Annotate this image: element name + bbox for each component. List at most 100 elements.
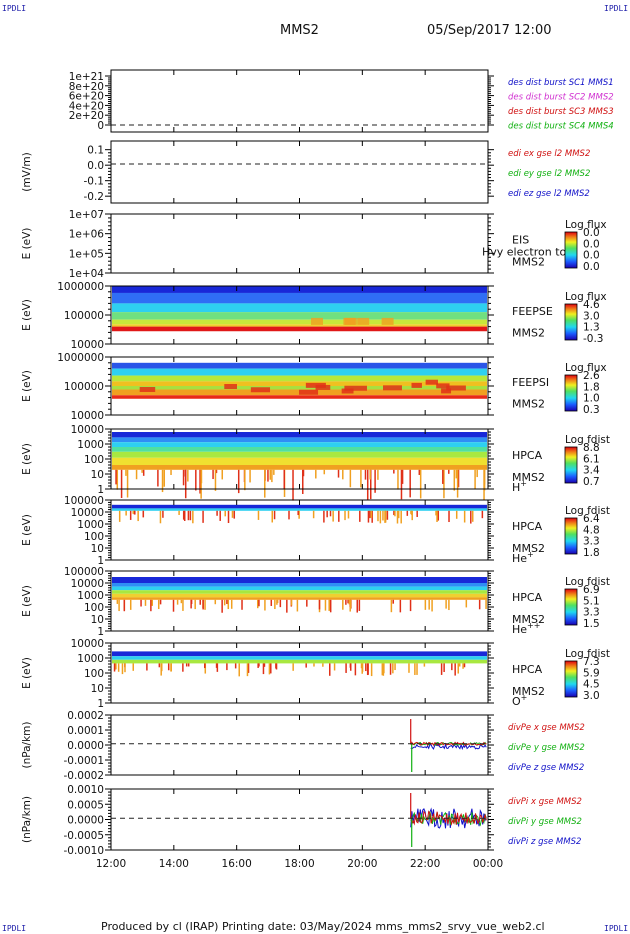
spectrogram-speckle	[194, 599, 196, 610]
colorbar-value: 3.3	[583, 607, 600, 619]
spectrogram-speckle	[190, 599, 193, 604]
spectrogram-speckle	[360, 469, 362, 488]
spectrogram-speckle	[227, 510, 230, 524]
spectrogram-speckle	[366, 469, 369, 500]
spectrogram-speckle	[241, 599, 243, 610]
colorbar-value: 0.0	[583, 261, 600, 273]
spectrogram-band	[112, 504, 487, 509]
spectrogram-speckle	[454, 663, 456, 676]
spectrogram-speckle	[451, 663, 453, 671]
spectrogram-speckle	[478, 599, 481, 610]
spectrogram-speckle	[443, 663, 445, 672]
colorbar-value: 4.6	[583, 299, 600, 311]
spectrogram-speckle	[237, 469, 240, 494]
spectrogram-speckle	[390, 599, 393, 613]
panel-divpi: 0.0010 0.0005 0.0000 -0.0005 -0.0010 (nPa/km)…	[21, 784, 582, 857]
footer-credit: Produced by cl (IRAP) Printing date: 03/…	[101, 920, 545, 933]
side-label: FEEPSI	[512, 376, 549, 389]
spectrogram-hotspot	[344, 385, 367, 391]
spectrogram-speckle	[465, 599, 468, 608]
spectrogram-band	[112, 590, 487, 594]
y-tick-label: 4e+20	[69, 100, 104, 112]
spectrogram-hotspot	[357, 317, 370, 325]
spectrogram-hotspot	[425, 379, 438, 385]
spectrogram-speckle	[365, 663, 367, 672]
spectrogram-speckle	[132, 663, 134, 671]
y-tick-label: 10000	[71, 507, 104, 519]
spectrogram-hotspot	[341, 388, 354, 394]
y-tick-label: 1	[97, 484, 104, 496]
spectrogram-speckle	[455, 469, 458, 479]
y-tick-label: 100000	[64, 495, 104, 507]
spectrogram-speckle	[428, 599, 430, 610]
colorbar-title: Log fdist	[565, 434, 610, 446]
spectrogram-speckle	[424, 599, 427, 610]
y-tick-label: 0.0000	[67, 740, 104, 752]
spectrogram-speckle	[230, 599, 233, 609]
spectrogram-speckle	[116, 469, 119, 490]
spectrogram-speckle	[392, 663, 394, 674]
spectrogram-speckle	[437, 510, 440, 521]
y-tick-label: 1000000	[57, 281, 104, 293]
spectrogram-speckle	[184, 469, 187, 477]
spectrogram-band	[112, 292, 487, 304]
spectrogram-speckle	[455, 510, 458, 519]
side-label-superscript: +	[527, 550, 534, 559]
spectrogram-band	[112, 386, 487, 390]
colorbar-value: 0.3	[583, 404, 600, 416]
colorbar-value: 5.1	[583, 595, 600, 607]
spectrogram-band	[112, 312, 487, 320]
y-axis-label: (mV/m)	[21, 152, 33, 191]
spectrogram-speckle	[366, 663, 369, 676]
y-axis-label: E (eV)	[21, 370, 33, 402]
spectrogram-speckle	[456, 469, 459, 498]
y-tick-label: 0.0	[87, 160, 104, 172]
spectrogram-speckle	[411, 510, 413, 521]
spectrogram-speckle	[377, 469, 379, 480]
spectrogram-speckle	[269, 469, 272, 480]
legend-entry: edi ex gse l2 MMS2	[508, 149, 590, 159]
colorbar-value: -0.3	[583, 333, 604, 345]
spectrogram-speckle	[257, 510, 260, 520]
colorbar-value: 0.0	[583, 227, 600, 239]
spectrogram-speckle	[214, 469, 217, 491]
colorbar	[564, 303, 578, 341]
spectrogram-speckle	[442, 469, 444, 484]
spectrogram-hotspot	[224, 384, 237, 390]
panel-feepsi: 1000000 100000 10000 E (eV) FEEPSI MMS2 Log fl…	[21, 352, 607, 422]
colorbar-title: Log flux	[565, 291, 607, 303]
colorbar-value: 7.3	[583, 656, 600, 668]
spectrogram-speckle	[182, 599, 184, 611]
spectrogram-speckle	[410, 510, 412, 514]
spectrogram-speckle	[170, 663, 172, 672]
spectrogram-speckle	[342, 599, 344, 610]
colorbar-title: Log flux	[565, 362, 607, 374]
time-axis: 12:00 14:00 16:00 18:00 20:00 22:00 00:00	[96, 70, 503, 870]
spectrogram-speckle	[190, 599, 192, 609]
colorbar-value: 1.3	[583, 322, 600, 334]
spectrogram-speckle	[440, 663, 443, 675]
spectrogram-speckle	[369, 469, 372, 500]
spectrogram-speckle	[118, 510, 121, 522]
legend-entry: divPi y gse MMS2	[508, 817, 582, 827]
side-label: EIS	[512, 234, 529, 247]
colorbar-value: 6.1	[583, 453, 600, 465]
spectrogram-speckle	[120, 469, 123, 499]
spectrogram-speckle	[212, 469, 214, 480]
legend-entry: des dist burst SC1 MMS1	[508, 78, 614, 88]
spectrogram-speckle	[270, 599, 273, 606]
spectrogram-speckle	[396, 510, 399, 524]
y-tick-label: -0.0002	[63, 770, 104, 782]
y-tick-label: 1000	[77, 519, 104, 531]
spectrogram-speckle	[150, 599, 152, 612]
y-tick-label: 100	[84, 602, 104, 614]
spectrogram-speckle	[337, 469, 340, 478]
spectrogram-speckle	[436, 510, 438, 522]
spectrogram-speckle	[275, 663, 278, 670]
spectrogram-speckle	[416, 510, 418, 517]
spectrogram-speckle	[140, 599, 142, 607]
y-tick-label: 100	[84, 668, 104, 680]
spectrogram-speckle	[264, 599, 266, 611]
spectrogram-speckle	[416, 663, 418, 675]
